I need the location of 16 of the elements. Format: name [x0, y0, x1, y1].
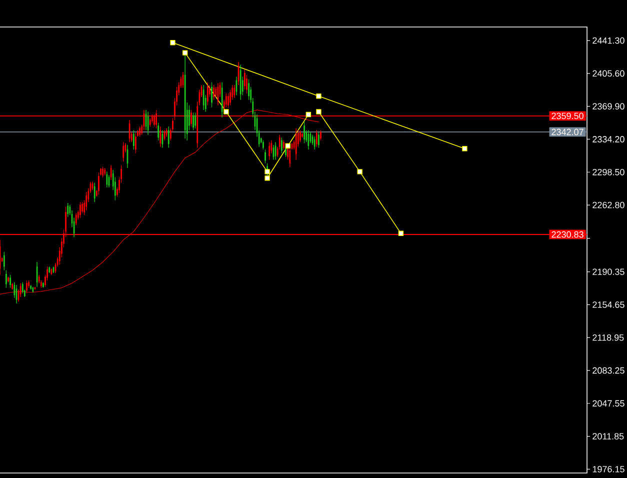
y-tick-label: 2405.60 [592, 70, 624, 77]
y-tick-label: 2154.65 [592, 302, 624, 308]
ref-line-label: 2342.07 [552, 128, 584, 136]
y-tick-label: 2441.30 [592, 37, 624, 44]
ref-line-label: 2230.83 [552, 231, 584, 238]
y-tick-label: 2262.80 [592, 202, 624, 208]
y-tick-label: 2083.25 [592, 367, 624, 374]
ref-line-label: 2359.50 [552, 112, 584, 120]
y-tick-label: 2369.90 [592, 103, 624, 110]
y-tick-label: 2118.95 [592, 334, 624, 341]
y-tick-label: 2011.85 [592, 433, 624, 440]
y-tick-label: 1976.15 [592, 466, 624, 472]
y-tick-label: 2334.20 [592, 136, 624, 142]
y-tick-label: 2298.50 [592, 168, 624, 176]
y-tick-label: 2190.35 [592, 268, 624, 275]
y-tick-label: 2047.55 [592, 400, 624, 407]
